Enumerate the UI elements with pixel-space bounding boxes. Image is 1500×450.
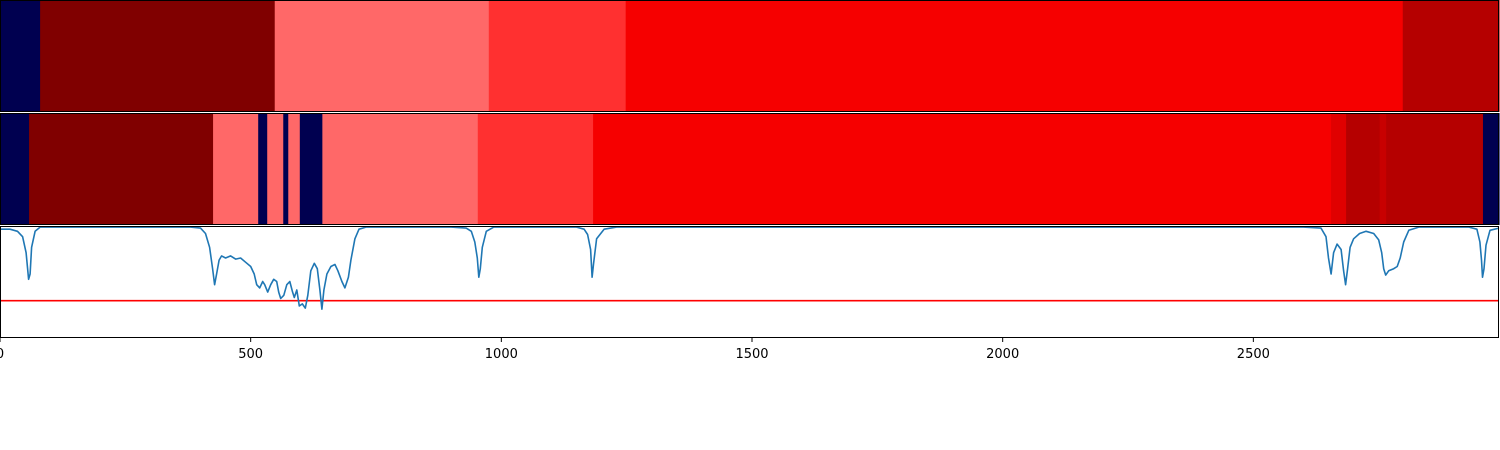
series-line-0 [0,226,1500,310]
x-tick-label-0: 0 [0,347,4,362]
x-tick-label-1: 500 [238,347,263,362]
heatmap-2-segment-12 [1346,113,1381,225]
heatmap-strip-1 [0,0,1500,112]
heatmap-2-segment-8 [322,113,479,225]
heatmap-2-segment-0 [0,113,30,225]
heatmap-strip-2-frame [0,113,1499,225]
heatmap-2-segment-13 [1379,113,1387,225]
heatmap-1-segment-1 [40,0,276,112]
heatmap-strip-2 [0,113,1500,225]
x-tick-label-2: 1000 [485,347,518,362]
heatmap-1-segment-0 [0,0,41,112]
heatmap-strip-1-frame [0,0,1499,112]
heatmap-1-segment-2 [274,0,490,112]
x-tick-label-4: 2000 [986,347,1019,362]
heatmap-2-segment-14 [1386,113,1484,225]
heatmap-1-segment-5 [1402,0,1500,112]
heatmap-2-segment-15 [1482,113,1500,225]
x-axis: 0 500 1000 1500 2000 2500 [0,338,1270,362]
line-plot-panel [0,226,1500,310]
heatmap-2-segment-5 [283,113,289,225]
heatmap-2-segment-1 [29,113,214,225]
heatmap-2-segment-3 [258,113,268,225]
heatmap-1-segment-3 [488,0,627,112]
heatmap-2-segment-2 [213,113,259,225]
line-plot-frame [0,226,1499,338]
heatmap-1-segment-4 [625,0,1404,112]
heatmap-2-segment-9 [477,113,594,225]
x-tick-label-3: 1500 [735,347,768,362]
heatmap-2-segment-11 [1331,113,1347,225]
heatmap-2-segment-7 [299,113,323,225]
heatmap-2-segment-6 [288,113,301,225]
x-tick-label-5: 2500 [1237,347,1270,362]
heatmap-2-segment-10 [593,113,1332,225]
heatmap-2-segment-4 [267,113,284,225]
